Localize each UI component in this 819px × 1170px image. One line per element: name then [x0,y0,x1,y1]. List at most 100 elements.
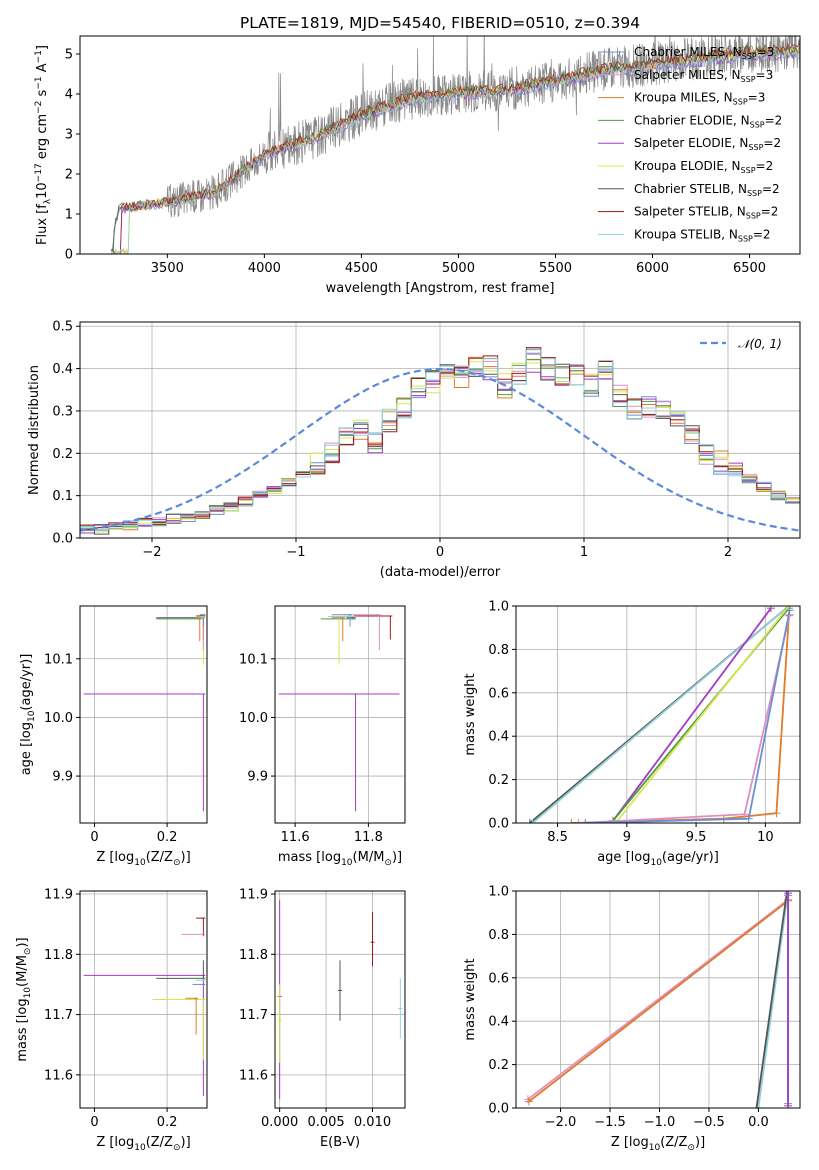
plot-area [83,614,206,812]
errorbar-kroupa-elodie [337,617,342,665]
x-tick-label: 0.2 [157,1115,178,1130]
x-tick-label: 5000 [442,261,475,276]
panel-age-vs-mass: 11.6 11.8 9.9 10.0 10.1 mass [log10​(M/M⊙​)] [239,605,406,868]
panel-mass-vs-ebv: 0.000 0.005 0.010 11.6 11.7 11.8 11.9 E(B-V) [239,888,406,1150]
y-tick-label: 0.4 [488,1015,509,1030]
weight-line-chabrier-miles [581,606,794,823]
weight-line-kroupa-miles [524,896,793,1106]
errorbar-salpeter-elodie [278,693,400,812]
x-tick-label: 0 [90,1115,98,1130]
errorbar-salpeter-elodie [83,693,206,812]
hist-chabrier-stelib [80,348,800,535]
legend-entry: Salpeter ELODIE, NSSP=2 [634,136,781,152]
x-tick-label: 11.8 [354,830,383,845]
y-tick-label: 0.3 [52,404,73,419]
y-tick-label: 0.2 [52,447,73,462]
plot-area [277,900,403,1099]
axes-frame [79,890,208,1109]
x-tick-label: 8.5 [547,830,568,845]
panel-spectrum: 3500 4000 4500 5000 5500 6000 6500 0 1 2 3 4 5 wavele… [34,35,801,296]
x-tick-label: 10 [757,830,774,845]
panel-mass-vs-Z: 0 0.2 11.6 11.7 11.8 11.9 Z [log10​(Z/Z⊙​)] mas… [15,888,208,1153]
y-tick-label: 1 [65,208,73,223]
axes-frame [79,605,208,824]
x-tick-label: 0 [436,545,444,560]
y-tick-label: 0.2 [488,1058,509,1073]
errorbar-kroupa-elodie [277,984,282,1063]
y-tick-label: 0.8 [488,643,509,658]
y-axis-label: Flux [fλ​10−17​ erg cm−2​ s−1​ A−1​] [34,45,53,245]
x-tick-label: 0 [90,830,98,845]
y-tick-label: 0 [65,248,73,263]
plot-area [523,891,793,1108]
plot-area [278,614,400,812]
hist-salpeter-miles [80,353,800,531]
x-tick-label: 9.5 [686,830,707,845]
hist-kroupa-stelib [80,349,800,530]
y-tick-label: 0.4 [52,362,73,377]
weight-line-salpeter-elodie [784,891,793,1108]
x-tick-label: −2.0 [545,1115,577,1130]
x-tick-label: −1 [286,545,305,560]
x-axis-label: mass [log10​(M/M⊙​)] [278,850,402,868]
hist-salpeter-stelib [80,347,800,530]
y-tick-label: 0.4 [488,730,509,745]
y-axis-label: mass [log10​(M/M⊙​)] [15,937,33,1061]
model-line-chabrier-stelib [110,46,799,252]
x-axis-label: Z [log10​(Z/Z⊙​)] [96,850,190,868]
x-tick-label: −1.5 [594,1115,626,1130]
errorbar-kroupa-elodie [196,617,206,665]
y-tick-label: 10.0 [239,711,268,726]
y-tick-label: 10.1 [44,652,73,667]
y-tick-label: 0.0 [488,817,509,832]
panel-massweight-vs-Z: −2.0 −1.5 −1.0 −0.5 0.0 0.0 0.2 0.4 0.6 0.8 1.0 Z [… [463,885,801,1153]
y-axis-label: Normed distribution [27,365,42,495]
y-tick-label: 9.9 [52,770,73,785]
y-tick-label: 0.5 [52,320,73,335]
axes-frame [274,605,406,824]
errorbar-salpeter-elodie [83,974,206,1096]
y-tick-label: 0.0 [488,1102,509,1117]
y-tick-label: 0.2 [488,773,509,788]
panel-residuals: −2 −1 0 1 2 0.0 0.1 0.2 0.3 0.4 0.5 (data-model)/er… [27,320,801,580]
axes-frame [79,35,801,255]
panel-age-vs-Z: 0 0.2 9.9 10.0 10.1 Z [log10​(Z/Z⊙​)] age [log… [19,605,208,868]
x-axis-label: Z [log10​(Z/Z⊙​)] [611,1135,705,1153]
errorbar-salpeter-stelib [196,917,206,937]
y-tick-label: 11.6 [44,1068,73,1083]
x-tick-label: 11.6 [281,830,310,845]
legend-entry: Salpeter STELIB, NSSP=2 [634,205,778,221]
legend-normal-label: 𝒩(0, 1) [738,337,782,351]
legend-entry: Kroupa ELODIE, NSSP=2 [634,159,773,175]
legend-entry: Chabrier ELODIE, NSSP=2 [634,113,782,129]
hist-kroupa-elodie [80,357,800,533]
x-tick-label: 0.005 [307,1115,344,1130]
y-axis-label: mass weight [463,958,478,1040]
x-tick-label: 1 [580,545,588,560]
legend-entry: Chabrier MILES, NSSP=3 [634,45,774,61]
plot-area [525,606,794,823]
legend-entry: Salpeter MILES, NSSP=3 [634,68,773,84]
y-tick-label: 11.6 [239,1068,268,1083]
y-tick-label: 5 [65,48,73,63]
errorbar-kroupa-stelib [398,978,403,1039]
x-tick-label: −2 [142,545,161,560]
axes-frame [79,321,801,539]
errorbar-salpeter-stelib [196,615,206,640]
normal-curve [80,367,800,532]
x-tick-label: 5500 [539,261,572,276]
y-tick-label: 10.1 [239,652,268,667]
x-axis-label: age [log10​(age/yr)] [597,850,719,868]
errorbar-kroupa-miles [196,617,202,642]
y-tick-label: 0.8 [488,928,509,943]
legend-entry: Kroupa MILES, NSSP=3 [634,91,765,107]
x-tick-label: 0.0 [748,1115,769,1130]
y-axis-label: age [log10​(age/yr)] [19,654,37,776]
data-spectrum-line [110,36,800,254]
x-tick-label: 9 [623,830,631,845]
y-tick-label: 4 [65,88,73,103]
y-tick-label: 3 [65,128,73,143]
weight-line-salpeter-miles [523,895,793,1104]
y-tick-label: 10.0 [44,711,73,726]
y-tick-label: 11.7 [44,1008,73,1023]
